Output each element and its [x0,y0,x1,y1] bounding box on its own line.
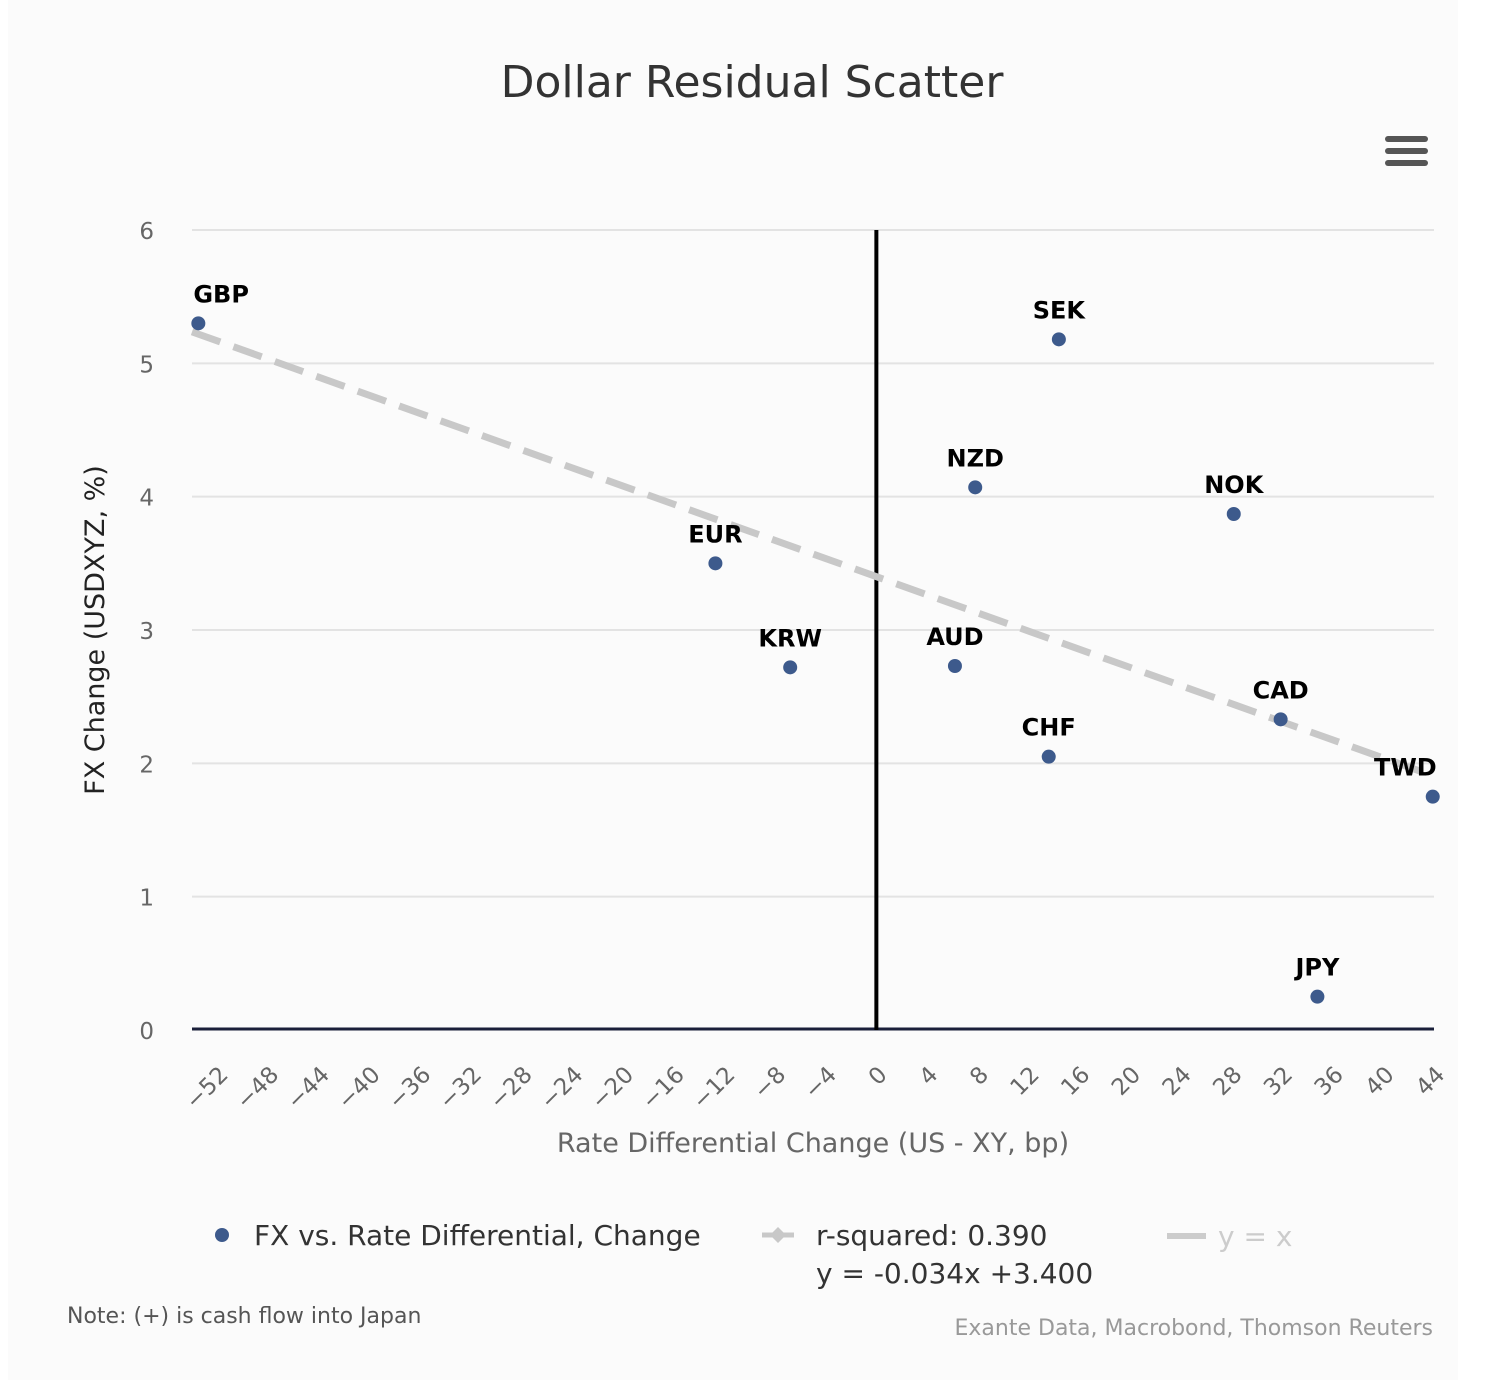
grid-lines [192,229,1434,898]
point-label-gbp: GBP [193,280,249,308]
x-tick-label: −4 [800,1062,842,1104]
point-label-jpy: JPY [1293,954,1340,982]
scatter-point-krw[interactable] [783,660,798,675]
x-tick-label: 8 [965,1062,994,1091]
point-label-eur: EUR [688,520,742,548]
x-tick-label: 40 [1360,1062,1399,1101]
x-tick-label: −16 [637,1062,690,1115]
scatter-point-eur[interactable] [708,556,723,571]
scatter-point-nzd[interactable] [968,480,983,495]
legend-item-scatter[interactable]: FX vs. Rate Differential, Change [215,1219,701,1252]
x-tick-label: 4 [915,1062,944,1091]
legend-item-reference[interactable]: y = x [1167,1220,1292,1253]
x-tick-label: 16 [1056,1062,1095,1101]
scatter-point-aud[interactable] [947,659,962,673]
x-tick-label: 36 [1310,1062,1349,1101]
hamburger-menu-icon [1385,136,1428,166]
x-tick-label: −40 [333,1062,386,1115]
point-label-cad: CAD [1253,676,1309,704]
x-tick-label: 24 [1158,1062,1197,1101]
legend-item-regression[interactable]: r-squared: 0.390 y = -0.034x +3.400 [762,1219,1093,1290]
x-tick-label: −8 [749,1062,791,1104]
x-tick-label: −24 [536,1062,589,1115]
scatter-point-gbp[interactable] [191,316,206,331]
legend-marker-scatter [215,1228,229,1242]
scatter-points: GBP EUR KRW AUD NZD SEK CHF NOK CAD JPY TWD [191,280,1440,1004]
point-label-krw: KRW [758,624,822,652]
scatter-point-twd[interactable] [1425,789,1440,804]
point-label-nzd: NZD [947,444,1004,472]
x-tick-label: −32 [434,1062,487,1115]
x-axis-title: Rate Differential Change (US - XY, bp) [557,1128,1069,1159]
legend-label-regression: r-squared: 0.390 [816,1219,1047,1252]
point-label-aud: AUD [926,623,983,651]
point-label-sek: SEK [1033,296,1087,324]
regression-line [190,328,1436,780]
point-label-chf: CHF [1022,714,1076,742]
x-tick-label: −52 [181,1062,234,1115]
x-axis: −52−48−44−40−36−32−28−24−20−16−12 −8 −4 0 4 8… [181,1027,1450,1115]
y-tick-label: 1 [139,886,154,912]
scatter-point-cad[interactable] [1273,712,1288,727]
chart-title: Dollar Residual Scatter [501,57,1005,108]
legend-label-reference: y = x [1218,1220,1292,1253]
legend: FX vs. Rate Differential, Change r-squar… [215,1219,1292,1290]
x-tick-label: −12 [688,1062,741,1115]
x-tick-label: 32 [1259,1062,1298,1101]
legend-regression-equation: y = -0.034x +3.400 [816,1257,1093,1290]
y-tick-label: 4 [139,486,154,512]
x-tick-label: 20 [1107,1062,1146,1101]
chart-credits[interactable]: Exante Data, Macrobond, Thomson Reuters [955,1316,1434,1341]
x-tick-label: 44 [1411,1062,1450,1101]
y-tick-label: 2 [139,752,154,778]
y-tick-label: 0 [139,1019,154,1045]
chart-note: Note: (+) is cash flow into Japan [67,1304,421,1329]
point-label-nok: NOK [1204,471,1264,499]
y-tick-label: 6 [139,219,154,245]
point-label-twd: TWD [1374,754,1437,782]
x-tick-label: −36 [384,1062,437,1115]
y-axis: 0 1 2 3 4 5 6 [139,219,154,1045]
scatter-point-chf[interactable] [1041,749,1056,764]
scatter-point-nok[interactable] [1226,507,1241,521]
y-tick-label: 3 [139,619,154,645]
scatter-point-jpy[interactable] [1310,989,1325,1004]
x-tick-label: 0 [864,1062,893,1091]
y-tick-label: 5 [139,352,154,378]
y-axis-title: FX Change (USDXYZ, %) [80,465,111,795]
x-tick-label: −48 [232,1062,285,1115]
x-tick-label: 28 [1208,1062,1247,1101]
regression-line-group [190,230,1436,1030]
x-tick-label: −28 [485,1062,538,1115]
x-tick-label: −20 [586,1062,639,1115]
scatter-point-sek[interactable] [1051,332,1066,347]
legend-label-scatter: FX vs. Rate Differential, Change [254,1219,701,1252]
x-tick-label: 12 [1006,1062,1045,1101]
x-tick-label: −44 [282,1062,335,1115]
menu-button[interactable] [1370,120,1442,182]
legend-marker-regression [770,1227,786,1243]
